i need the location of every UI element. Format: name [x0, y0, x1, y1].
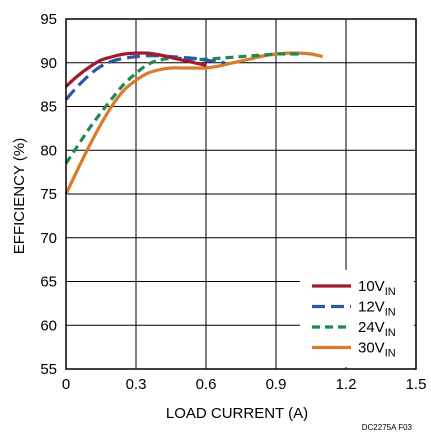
y-tick-label: 60: [40, 317, 57, 334]
y-tick-label: 70: [40, 230, 57, 247]
y-axis-title: EFFICIENCY (%): [11, 138, 28, 254]
y-tick-label: 80: [40, 142, 57, 159]
series-lines: [64, 51, 324, 195]
y-tick-label: 90: [40, 55, 57, 72]
y-tick-label: 75: [40, 186, 57, 203]
legend-label: 12VIN: [358, 299, 396, 319]
grid-lines: [66, 19, 416, 369]
series-line-24v-in: [64, 52, 300, 165]
x-tick-label: 1.5: [406, 376, 427, 393]
y-tick-labels: 55 60 65 70 75 80 85 90 95: [40, 11, 57, 378]
series-line-12v-in: [64, 54, 225, 101]
x-tick-label: 0.6: [196, 376, 217, 393]
legend-label: 30VIN: [358, 340, 396, 360]
x-tick-label: 0.3: [126, 376, 147, 393]
plot-area-frame: [65, 18, 417, 370]
figure-code: DC2275A F03: [362, 423, 413, 432]
y-tick-label: 95: [40, 11, 57, 28]
x-tick-labels: 0 0.3 0.6 0.9 1.2 1.5: [62, 376, 427, 393]
y-tick-label: 55: [40, 361, 57, 378]
x-tick-label: 0: [62, 376, 70, 393]
x-tick-label: 1.2: [336, 376, 357, 393]
legend-label: 24VIN: [358, 319, 396, 339]
legend-label: 10VIN: [358, 278, 396, 298]
y-tick-label: 85: [40, 99, 57, 116]
series-line-10v-in: [64, 51, 207, 88]
y-tick-label: 65: [40, 274, 57, 291]
x-axis-title: LOAD CURRENT (A): [166, 405, 308, 422]
x-tick-label: 0.9: [266, 376, 287, 393]
series-line-30v-in: [64, 51, 324, 195]
